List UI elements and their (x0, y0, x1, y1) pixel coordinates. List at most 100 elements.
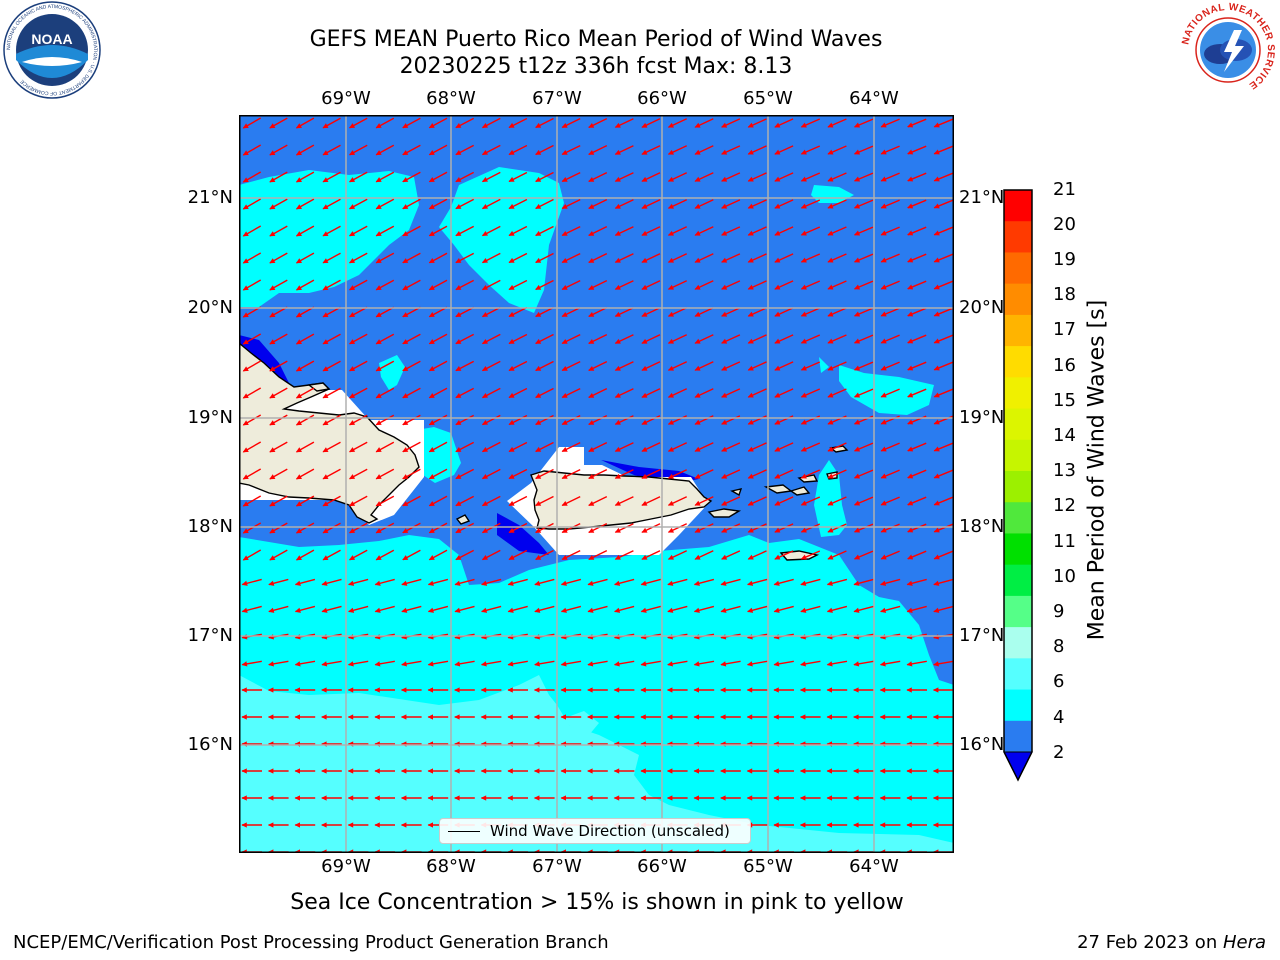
wave-direction-arrowhead (533, 795, 540, 801)
wave-direction-arrowhead (774, 149, 781, 155)
colorbar-segment (1004, 283, 1032, 316)
wave-direction-arrowhead (269, 285, 276, 291)
wave-direction-arrowhead (907, 419, 914, 425)
wave-direction-arrowhead (774, 500, 781, 506)
wave-direction-arrowhead (827, 392, 834, 398)
wave-direction-arrowhead (535, 122, 542, 128)
wave-direction-arrowhead (799, 714, 806, 720)
wave-direction-arrowhead (374, 661, 381, 667)
colorbar-under-triangle (1003, 751, 1033, 782)
wave-direction-arrowhead (402, 150, 409, 156)
wave-direction-arrowhead (933, 580, 940, 586)
wave-direction-arrowhead (720, 687, 726, 693)
wave-direction-arrowhead (481, 204, 488, 209)
colorbar-segment (1004, 471, 1032, 503)
wave-direction-arrowhead (693, 714, 699, 720)
wave-direction-arrowhead (907, 365, 914, 371)
wave-direction-arrowhead (480, 795, 487, 801)
colorbar-segment (1004, 627, 1032, 659)
wave-direction-arrowhead (269, 393, 276, 399)
wave-direction-arrowhead (428, 177, 435, 183)
wave-direction-arrowhead (907, 473, 914, 479)
wave-direction-arrowhead (348, 607, 355, 613)
date-text: 27 Feb 2023 on (1077, 932, 1223, 953)
wave-direction-arrowhead (295, 339, 303, 345)
lat-tick-left: 18°N (187, 516, 233, 537)
wave-direction-arrowhead (747, 203, 754, 209)
wave-direction-arrowhead (560, 687, 566, 693)
wave-direction-arrowhead (587, 687, 593, 693)
wave-direction-arrowhead (295, 528, 303, 534)
wave-direction-arrowhead (294, 661, 301, 667)
wave-direction-arrowhead (694, 122, 701, 128)
wave-direction-arrowhead (827, 122, 834, 128)
wave-direction-arrowhead (774, 446, 781, 452)
wave-direction-arrowhead (535, 284, 542, 290)
wave-direction-arrowhead (667, 122, 674, 128)
wave-direction-arrowhead (932, 795, 939, 801)
wave-direction-arrowhead (402, 447, 409, 453)
wave-direction-arrowhead (800, 607, 807, 613)
wave-direction-arrowhead (481, 177, 488, 182)
wave-direction-arrowhead (667, 284, 674, 290)
wave-direction-arrowhead (402, 339, 409, 345)
wave-direction-arrowhead (906, 580, 913, 586)
wave-direction-arrowhead (348, 339, 356, 345)
wave-direction-arrowhead (534, 607, 541, 613)
wave-direction-arrowhead (827, 500, 834, 506)
nws-logo: NATIONAL WEATHER SERVICE (1180, 2, 1276, 97)
wave-direction-arrowhead (322, 366, 329, 372)
wave-direction-arrowhead (533, 768, 540, 774)
wave-direction-arrowhead (242, 528, 249, 534)
wave-direction-arrowhead (641, 419, 648, 425)
wave-direction-arrowhead (269, 312, 276, 318)
wave-direction-arrowhead (481, 393, 488, 398)
wave-direction-arrowhead (428, 366, 435, 372)
wave-direction-arrowhead (774, 122, 781, 128)
wave-direction-arrowhead (800, 338, 807, 344)
wave-direction-arrowhead (507, 607, 514, 613)
wave-direction-arrowhead (721, 500, 728, 506)
wave-direction-arrowhead (454, 661, 461, 667)
lat-tick-left: 21°N (187, 187, 233, 208)
wave-direction-arrowhead (535, 365, 542, 371)
lat-tick-right: 21°N (959, 187, 1005, 208)
wave-direction-arrowhead (269, 420, 276, 426)
wave-direction-arrowhead (800, 500, 807, 506)
wave-direction-arrowhead (402, 393, 409, 399)
colorbar-segment (1004, 377, 1032, 410)
wave-direction-arrowhead (348, 528, 356, 534)
wave-direction-arrowhead (322, 123, 329, 129)
wave-direction-arrowhead (455, 285, 462, 290)
wave-direction-arrowhead (535, 527, 542, 533)
wave-direction-arrowhead (561, 311, 568, 317)
wave-direction-arrowhead (746, 768, 753, 774)
wave-direction-arrowhead (295, 150, 303, 156)
lat-tick-right: 19°N (959, 407, 1005, 428)
wave-direction-arrowhead (720, 714, 726, 720)
colorbar-tick: 17 (1053, 319, 1076, 340)
wave-direction-arrowhead (721, 149, 728, 155)
lon-tick-bottom: 65°W (743, 856, 793, 877)
wave-direction-arrowhead (295, 123, 303, 129)
wave-direction-arrowhead (613, 795, 620, 801)
wave-direction-arrowhead (322, 528, 329, 534)
colorbar-segment (1004, 720, 1032, 753)
wave-direction-arrowhead (427, 661, 434, 667)
wave-direction-arrowhead (613, 768, 620, 774)
wave-direction-arrowhead (907, 203, 914, 209)
wave-direction-arrowhead (614, 230, 621, 236)
wave-direction-arrowhead (348, 150, 356, 156)
wave-direction-arrowhead (268, 580, 275, 586)
wave-direction-arrowhead (906, 661, 913, 667)
wave-direction-arrowhead (375, 231, 382, 237)
wave-direction-arrowhead (879, 822, 886, 828)
sea-ice-note: Sea Ice Concentration > 15% is shown in … (290, 890, 904, 915)
wave-direction-arrowhead (375, 366, 382, 372)
wave-direction-arrowhead (560, 768, 566, 774)
wave-direction-arrowhead (827, 203, 834, 209)
wave-direction-arrowhead (588, 419, 595, 425)
wave-direction-arrowhead (322, 150, 329, 156)
lat-tick-right: 18°N (959, 516, 1005, 537)
lon-tick-bottom: 67°W (532, 856, 582, 877)
